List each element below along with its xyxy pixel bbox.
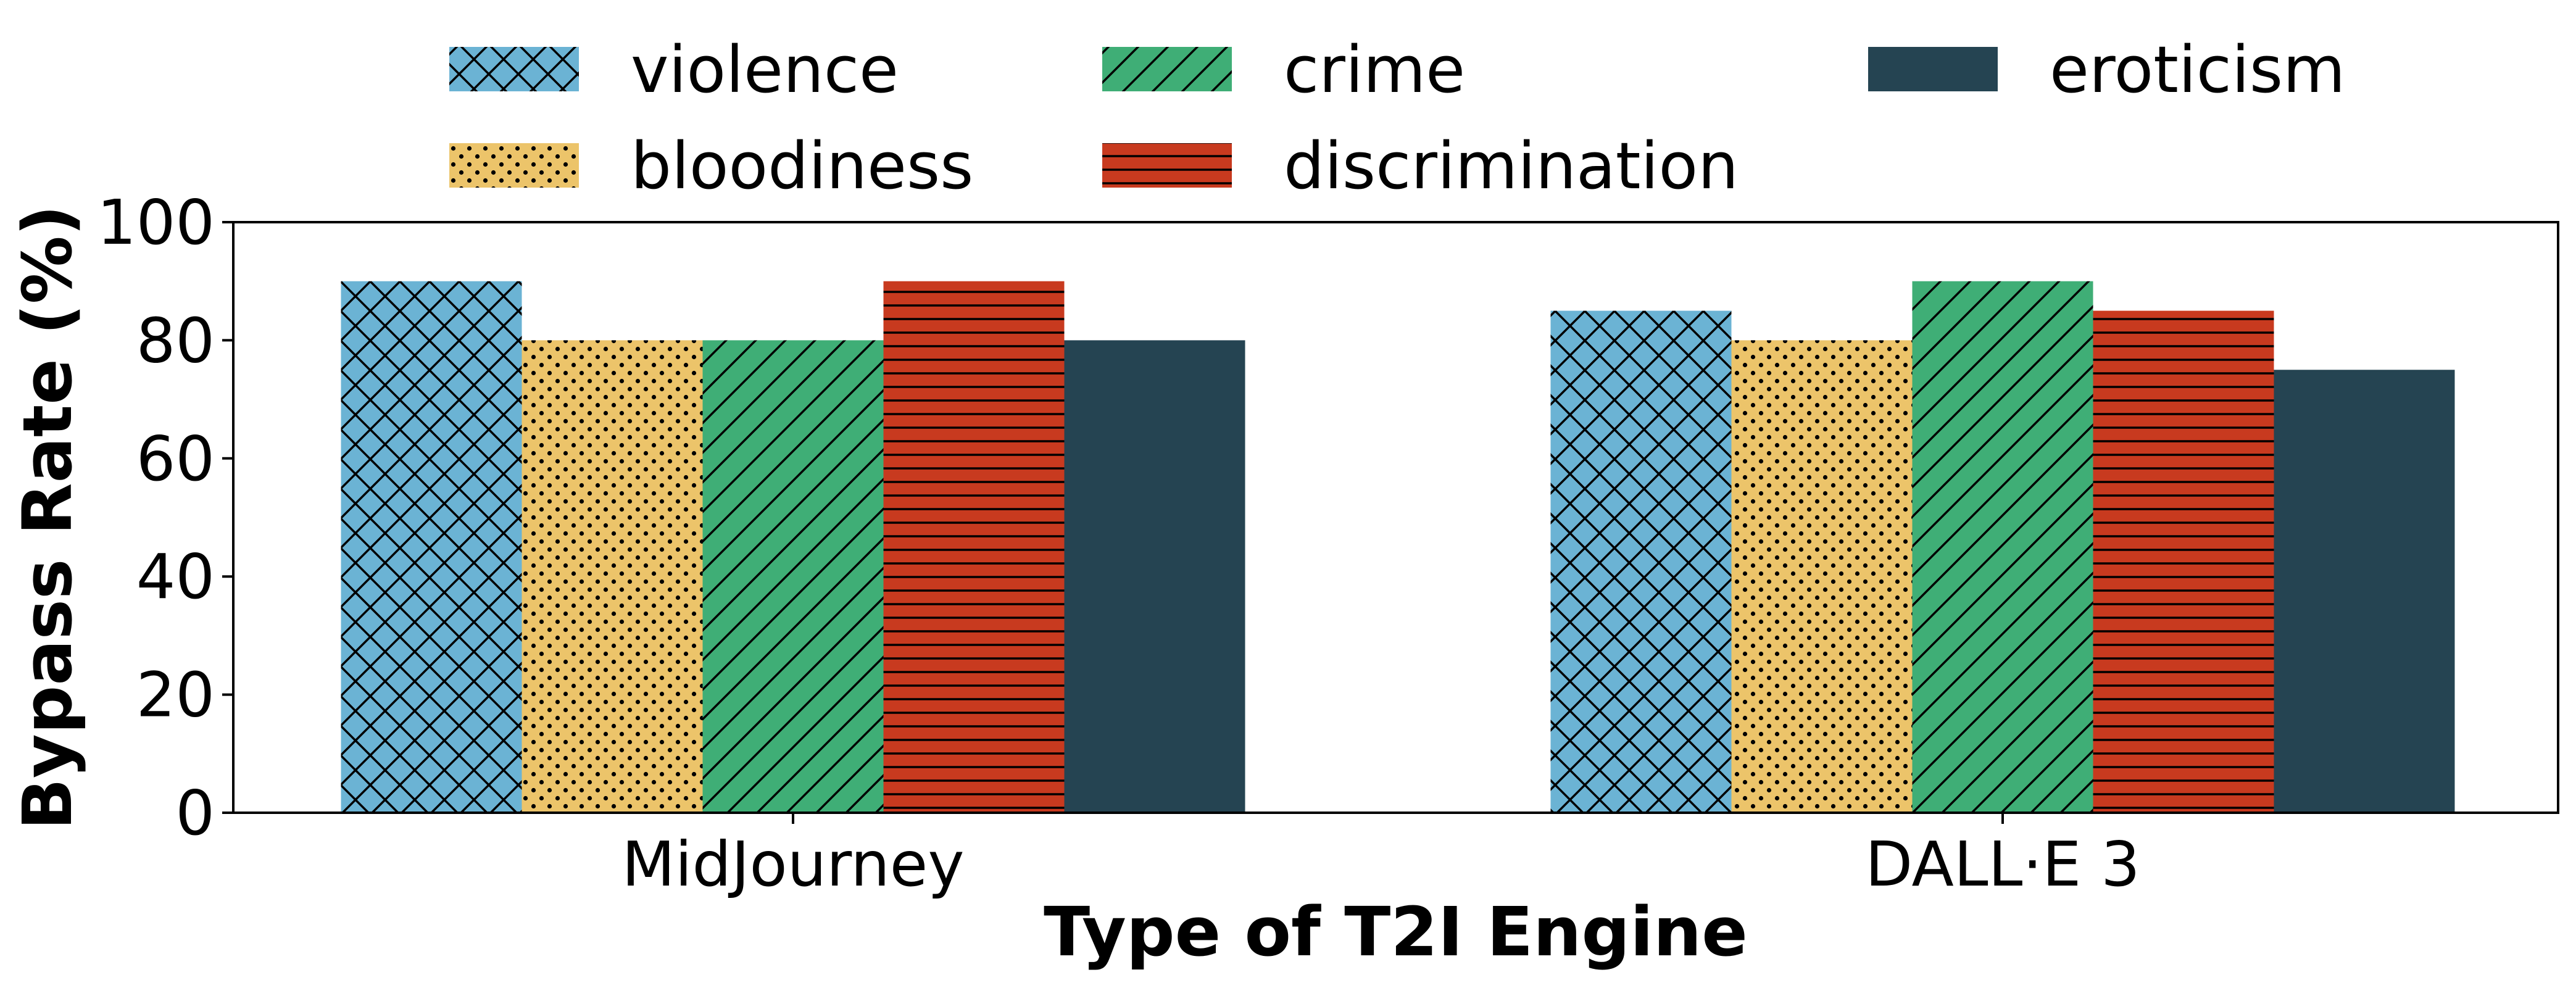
y-axis: 0 20 40 60 80 100 xyxy=(97,186,233,849)
legend-swatch-discrimination xyxy=(1102,143,1232,188)
x-axis-title: Type of T2I Engine xyxy=(1044,892,1748,971)
y-tick-label: 60 xyxy=(136,423,215,495)
legend-label-violence: violence xyxy=(631,32,899,107)
legend-label-bloodiness: bloodiness xyxy=(631,128,973,204)
plot-frame xyxy=(232,221,2559,814)
legend: violence bloodiness crime discrimination ero… xyxy=(449,32,2345,204)
legend-swatch-crime xyxy=(1102,47,1232,91)
bar-crime-0 xyxy=(702,340,884,813)
x-tick-label: MidJourney xyxy=(621,828,964,900)
y-tick-label: 40 xyxy=(136,541,215,613)
bar-bloodiness-1 xyxy=(1731,340,1913,813)
bar-discrimination-0 xyxy=(883,281,1065,813)
bar-discrimination-1 xyxy=(2093,310,2274,813)
y-tick-label: 80 xyxy=(136,304,215,376)
bar-violence-0 xyxy=(341,281,522,813)
legend-label-crime: crime xyxy=(1284,32,1465,107)
y-tick-label: 0 xyxy=(175,777,215,849)
legend-swatch-violence xyxy=(449,47,579,91)
x-axis: MidJourney DALL·E 3 xyxy=(621,813,2140,900)
bar-bloodiness-0 xyxy=(521,340,703,813)
legend-label-discrimination: discrimination xyxy=(1284,128,1739,204)
bar-eroticism-0 xyxy=(1064,340,1245,813)
x-tick-label: DALL·E 3 xyxy=(1865,828,2140,900)
bar-violence-1 xyxy=(1550,310,1732,813)
y-tick-label: 100 xyxy=(97,186,215,259)
bar-eroticism-1 xyxy=(2274,370,2455,813)
y-tick-label: 20 xyxy=(136,659,215,731)
legend-swatch-eroticism xyxy=(1868,47,1998,91)
legend-swatch-bloodiness xyxy=(449,143,579,188)
y-axis-title: Bypass Rate (%) xyxy=(8,205,87,830)
bar-crime-1 xyxy=(1912,281,2093,813)
bars xyxy=(341,281,2455,813)
legend-label-eroticism: eroticism xyxy=(2050,32,2345,107)
